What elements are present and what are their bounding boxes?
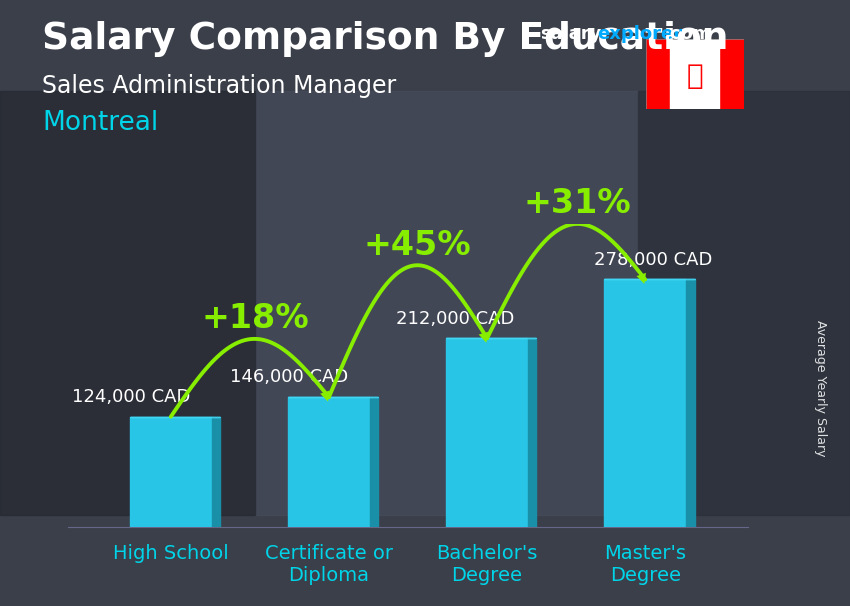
Bar bbox=[288, 397, 370, 527]
Text: +45%: +45% bbox=[363, 228, 471, 262]
Polygon shape bbox=[370, 397, 378, 527]
Text: Montreal: Montreal bbox=[42, 110, 159, 136]
Text: .com: .com bbox=[663, 25, 711, 44]
Polygon shape bbox=[212, 417, 220, 527]
Bar bbox=[638, 91, 850, 515]
Bar bbox=[646, 39, 671, 109]
Text: 🍁: 🍁 bbox=[687, 62, 703, 90]
Text: explorer: explorer bbox=[598, 25, 683, 44]
Text: Average Yearly Salary: Average Yearly Salary bbox=[813, 319, 827, 456]
Polygon shape bbox=[528, 338, 536, 527]
Text: Salary Comparison By Education: Salary Comparison By Education bbox=[42, 21, 728, 57]
Text: salary: salary bbox=[540, 25, 601, 44]
Bar bbox=[719, 39, 744, 109]
Bar bbox=[255, 91, 638, 515]
Text: +31%: +31% bbox=[524, 187, 631, 221]
Text: 124,000 CAD: 124,000 CAD bbox=[72, 388, 190, 406]
Text: 278,000 CAD: 278,000 CAD bbox=[594, 251, 712, 269]
Text: Sales Administration Manager: Sales Administration Manager bbox=[42, 74, 397, 98]
Polygon shape bbox=[686, 279, 694, 527]
Bar bbox=[0, 91, 255, 515]
Text: 212,000 CAD: 212,000 CAD bbox=[396, 310, 514, 328]
Bar bbox=[446, 338, 528, 527]
Bar bbox=[130, 417, 212, 527]
Text: +18%: +18% bbox=[201, 302, 309, 335]
Bar bbox=[671, 39, 719, 109]
Bar bbox=[604, 279, 686, 527]
Text: 146,000 CAD: 146,000 CAD bbox=[230, 368, 348, 387]
